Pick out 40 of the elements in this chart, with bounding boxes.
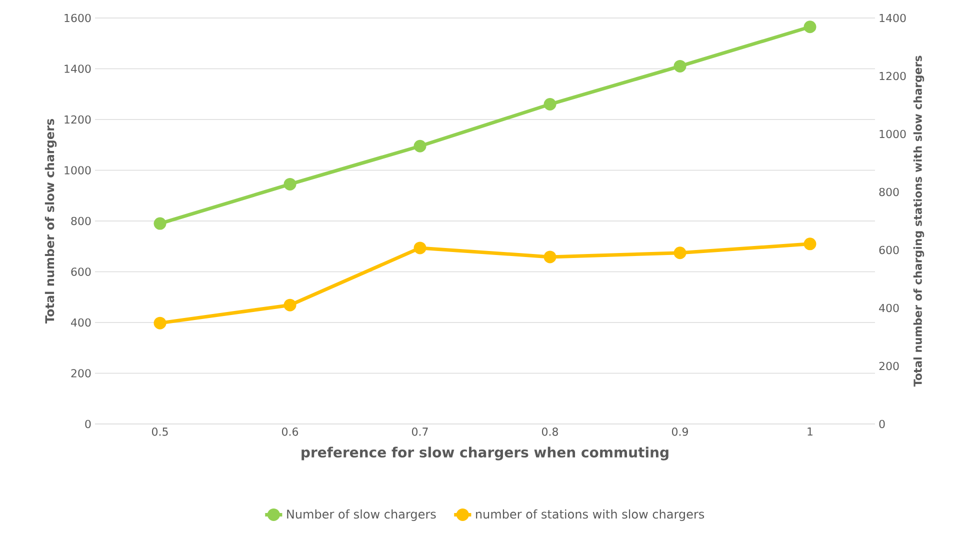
point	[544, 98, 556, 111]
y2-tick-label: 0	[879, 420, 885, 428]
x-tick-label: 0.9	[672, 428, 688, 436]
x-tick-label: 0.7	[412, 428, 428, 436]
y-tick-label: 1200	[64, 115, 91, 124]
x-tick-label: 0.8	[542, 428, 558, 436]
point	[154, 217, 166, 230]
point	[674, 60, 686, 72]
point	[414, 140, 426, 152]
point	[804, 20, 816, 34]
y2-tick-label: 1200	[880, 72, 906, 80]
x-tick-label: 0.6	[282, 428, 298, 436]
y-tick-label: 1600	[64, 14, 91, 22]
point	[674, 246, 686, 260]
y-tick-label: 1000	[64, 166, 91, 174]
y2-tick-label: 800	[879, 188, 899, 196]
y-tick-label: 1400	[64, 64, 91, 73]
x-axis-title: preference for slow chargers when commuting	[302, 446, 668, 460]
y2-tick-label: 200	[879, 362, 899, 370]
y-tick-label: 600	[71, 268, 91, 276]
y-tick-label: 0	[85, 420, 91, 428]
point	[804, 238, 816, 250]
legend-label: Number of slow chargers	[287, 509, 436, 521]
point	[154, 316, 166, 330]
y2-tick-label: 1000	[880, 130, 906, 138]
y-axis-title: Total number of slow chargers	[44, 118, 57, 324]
y2-tick-label: 1400	[880, 14, 906, 22]
y-tick-label: 800	[71, 216, 91, 226]
x-tick-label: 0.5	[152, 428, 168, 436]
y2-axis-title: Total number of charging stations with slow chargers	[913, 56, 924, 387]
point	[544, 250, 556, 264]
y2-tick-label: 600	[879, 246, 899, 254]
y-tick-label: 400	[71, 318, 91, 327]
point	[284, 298, 296, 312]
point	[414, 242, 426, 254]
x-tick-label: 1	[808, 428, 812, 436]
legend-label: number of stations with slow chargers	[476, 509, 704, 521]
y2-tick-label: 400	[879, 304, 899, 312]
point	[284, 178, 296, 190]
y-tick-label: 200	[71, 369, 91, 378]
